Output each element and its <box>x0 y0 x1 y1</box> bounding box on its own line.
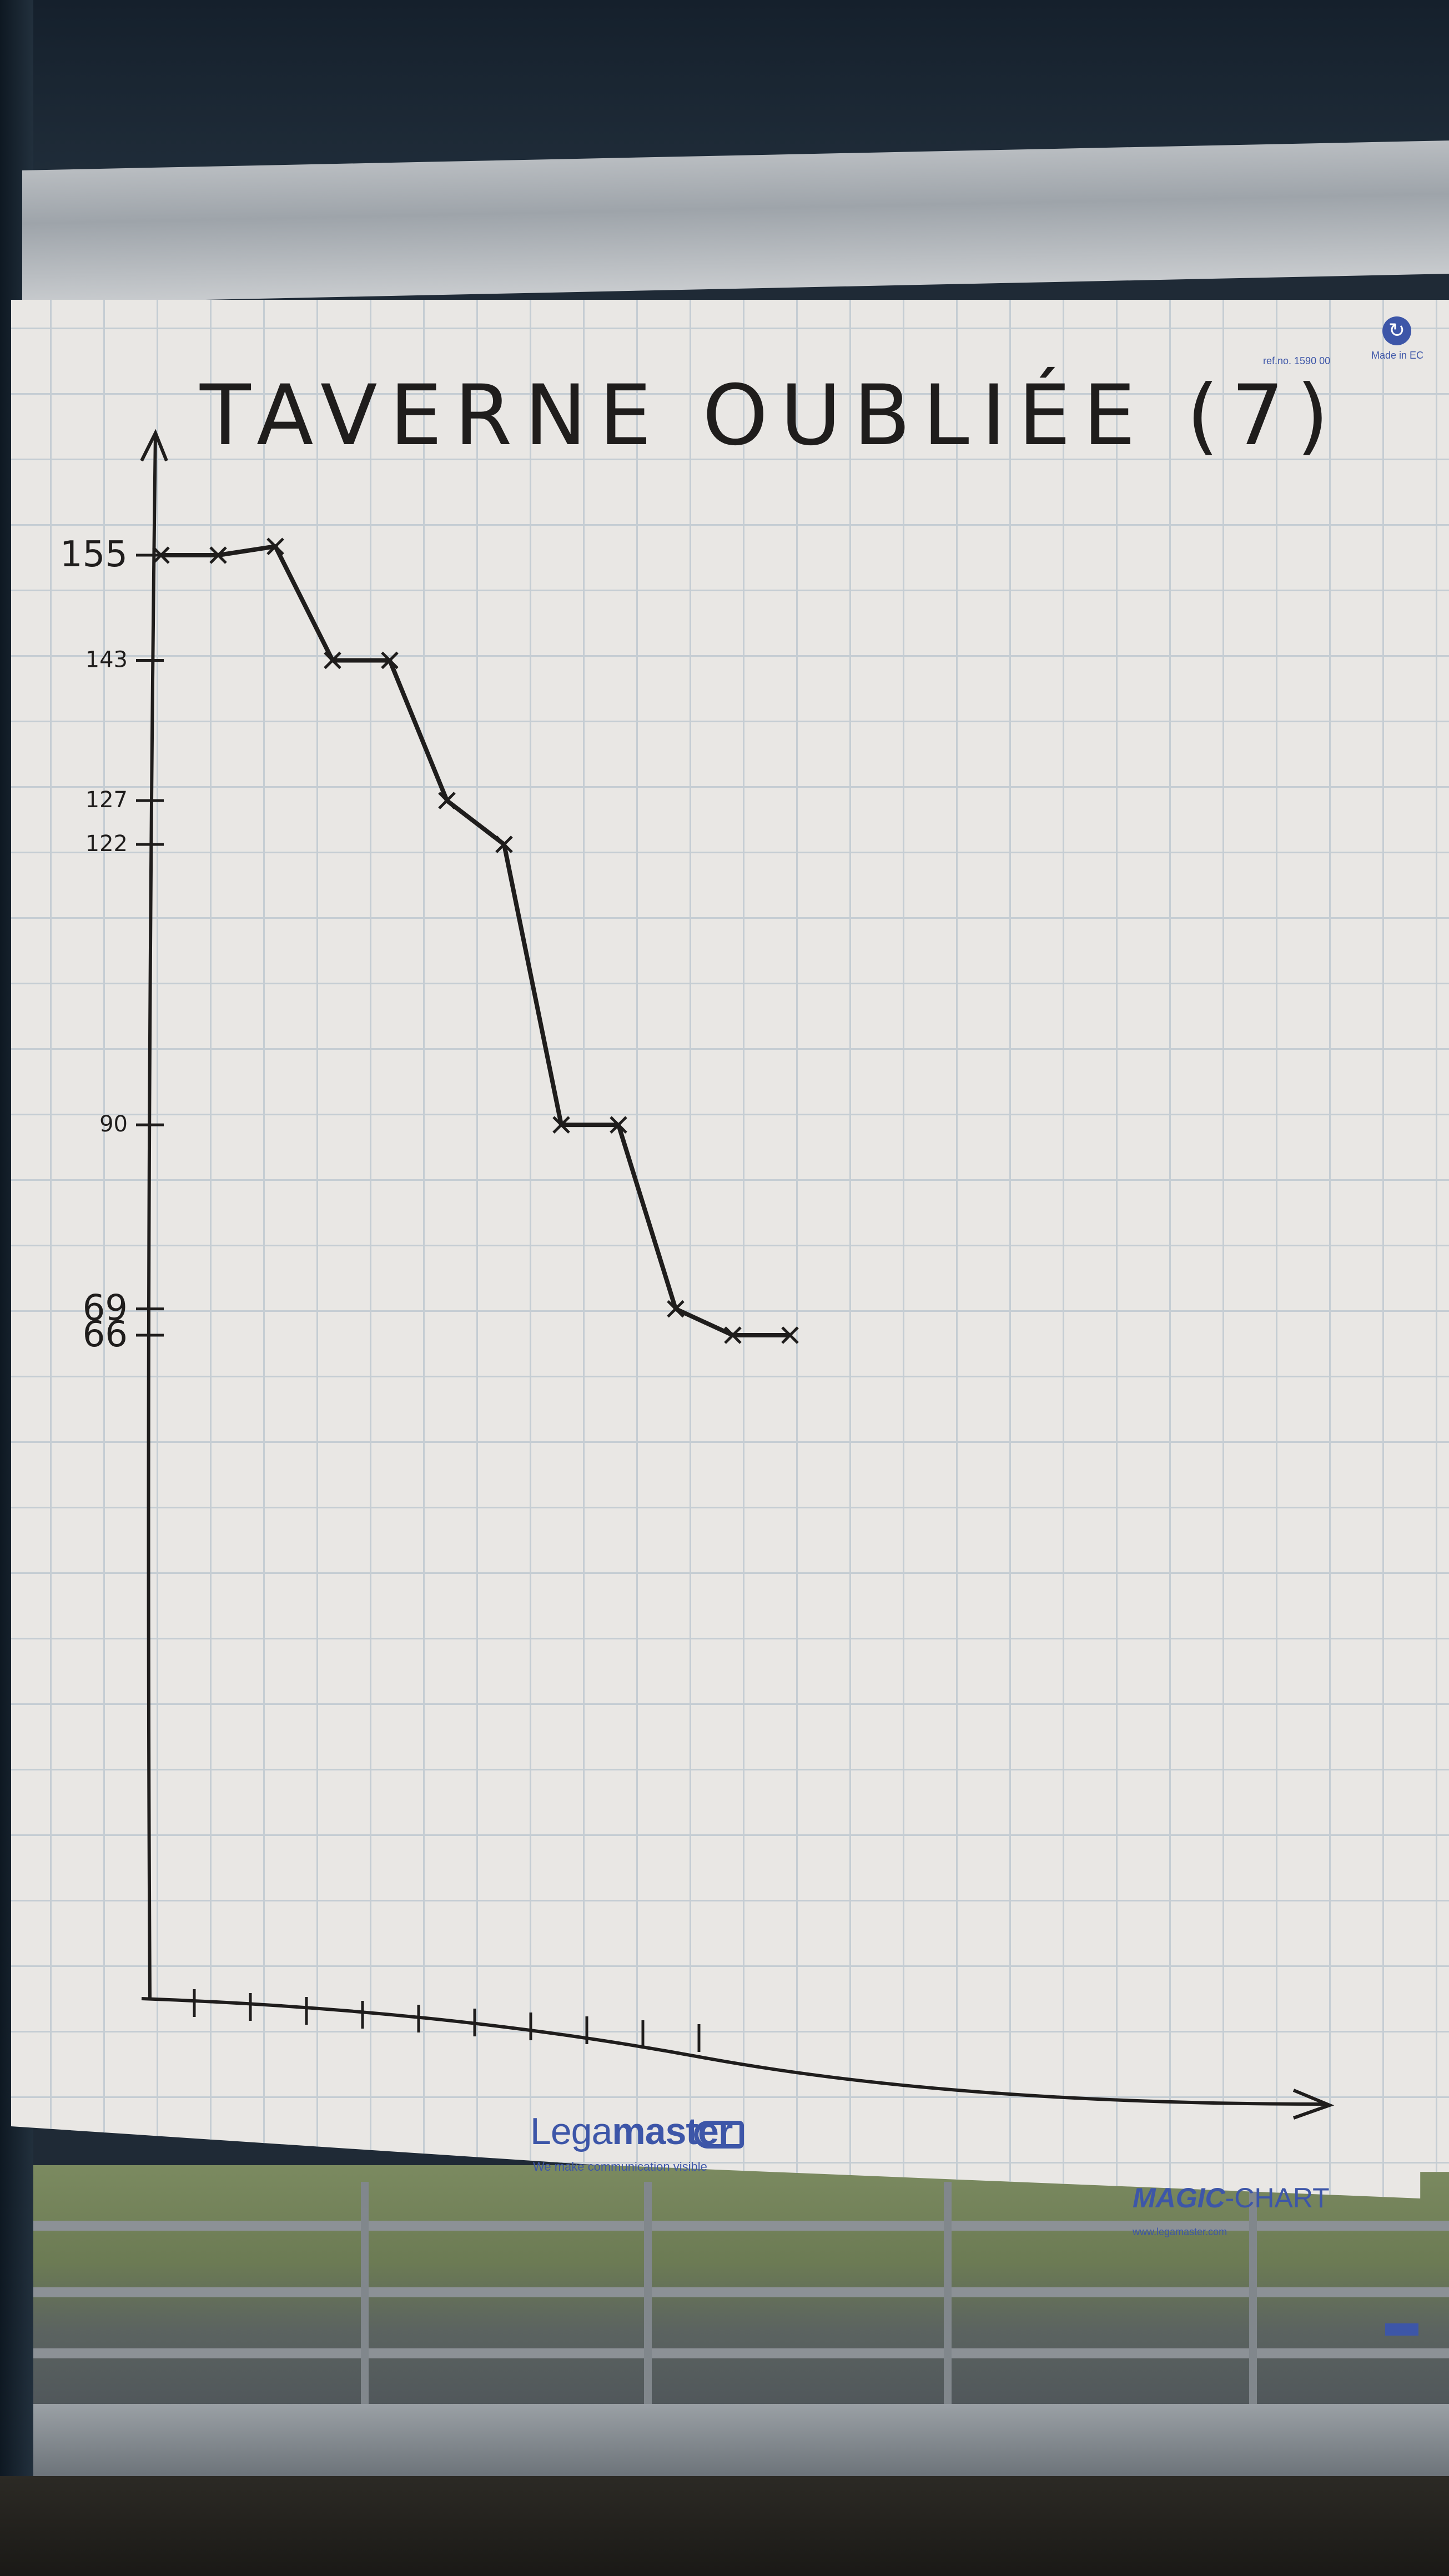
y-axis-line <box>147 432 157 1999</box>
fence-rail <box>33 2348 1449 2358</box>
hand-logo-icon <box>694 2121 744 2149</box>
outdoor-view <box>33 2165 1449 2443</box>
data-point <box>152 546 170 564</box>
ref-number: ref.no. 1590 00 <box>1263 355 1331 366</box>
data-point <box>724 1326 742 1344</box>
y-tick-label: 155 <box>60 534 128 575</box>
fence-rail <box>33 2287 1449 2297</box>
data-series <box>152 537 799 1344</box>
floor <box>0 2476 1449 2576</box>
fence-post <box>644 2182 652 2415</box>
fence-rail <box>33 2221 1449 2231</box>
data-point <box>438 792 456 809</box>
data-point <box>209 546 227 564</box>
brand-url: www.legamaster.com <box>1133 2226 1227 2237</box>
data-point <box>495 836 513 853</box>
sheet-corner-tab <box>1385 2323 1418 2336</box>
made-in-label: Made in EC <box>1371 350 1424 361</box>
series-line <box>161 544 790 1337</box>
magic-chart-logo: MAGIC-CHART <box>1133 2182 1330 2213</box>
chart-axes <box>140 429 1335 2120</box>
fence-post <box>1249 2182 1257 2415</box>
recycle-icon: ↻ <box>1382 316 1411 345</box>
y-tick-label: 127 <box>85 787 128 813</box>
brand-tagline: We make communication visible <box>533 2160 707 2174</box>
data-point <box>324 651 341 670</box>
y-tick-label: 69 <box>83 1288 128 1329</box>
y-tick-label: 122 <box>85 831 128 857</box>
y-tick-label: 66 <box>83 1314 128 1355</box>
flipchart-sheet <box>11 300 1449 2198</box>
x-axis-arrow <box>1292 2089 1335 2120</box>
fence-post <box>944 2182 952 2415</box>
y-tick-label: 90 <box>99 1111 128 1137</box>
y-tick-label: 143 <box>85 647 128 672</box>
data-point <box>266 537 284 555</box>
fence-post <box>361 2182 369 2415</box>
x-ticks <box>193 1989 701 2052</box>
y-axis-arrow <box>140 429 168 462</box>
data-point <box>552 1116 570 1134</box>
chart-title: TAVERNE OUBLIÉE (7) <box>199 367 1341 464</box>
data-point <box>667 1300 685 1318</box>
data-point <box>381 651 399 670</box>
window-ledge <box>33 2404 1449 2476</box>
x-axis-line <box>141 1997 1327 2106</box>
data-point <box>610 1116 627 1134</box>
data-point <box>781 1326 799 1344</box>
